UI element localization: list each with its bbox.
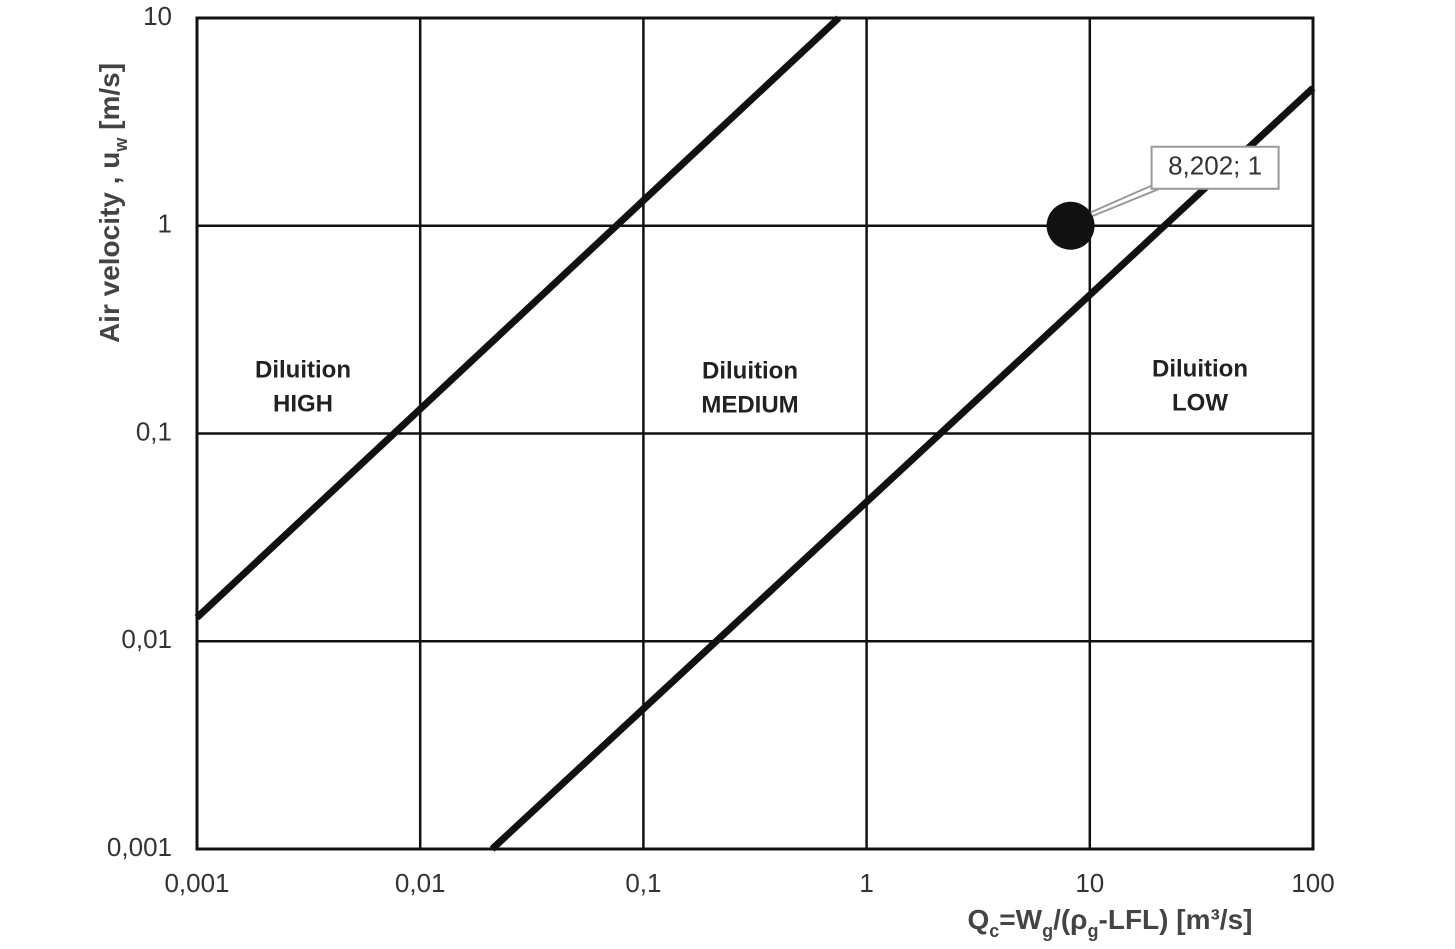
x-tick-label: 0,001 (164, 868, 229, 898)
x-tick-label: 0,01 (395, 868, 446, 898)
region-label: Diluition (1152, 355, 1248, 382)
region-label: Diluition (702, 357, 798, 384)
x-axis-label-part: g (1088, 921, 1099, 941)
data-label: 8,202; 1 (1168, 151, 1262, 181)
y-axis-label-part: Air velocity , u (94, 152, 125, 343)
region-label: HIGH (273, 390, 333, 417)
x-axis-label-part: /(ρ (1053, 904, 1087, 935)
label-box (1150, 145, 1280, 190)
x-axis-label-part: =W (999, 904, 1042, 935)
x-tick-label: 1 (859, 868, 873, 898)
point (1046, 201, 1095, 250)
x-tick-label: 0,1 (625, 868, 661, 898)
x-tick-label: 10 (1075, 868, 1104, 898)
x-axis-label-part: g (1042, 921, 1053, 941)
x-axis-label-part: -LFL) [m³/s] (1099, 904, 1253, 935)
y-tick-label: 10 (143, 1, 172, 31)
x-axis-label-part: c (989, 921, 999, 941)
y-axis-label: Air velocity , uw [m/s] (94, 63, 130, 343)
y-tick-label: 0,001 (107, 832, 172, 862)
x-axis-label-part: Q (968, 904, 990, 935)
region-label: LOW (1172, 389, 1228, 416)
x-tick-label: 100 (1291, 868, 1334, 898)
y-tick-label: 0,01 (121, 624, 172, 654)
y-axis-label-part: w (111, 137, 131, 153)
region-label: Diluition (255, 356, 351, 383)
plot-border (195, 16, 1315, 851)
y-axis-label-part: [m/s] (94, 63, 125, 138)
line (489, 85, 1316, 852)
y-tick-label: 0,1 (136, 416, 172, 446)
line (194, 15, 842, 621)
x-axis-label: Qc=Wg/(ρg-LFL) [m³/s] (968, 904, 1253, 940)
region-label: MEDIUM (701, 391, 798, 418)
leader-line (1078, 183, 1154, 219)
y-tick-label: 1 (158, 209, 172, 239)
